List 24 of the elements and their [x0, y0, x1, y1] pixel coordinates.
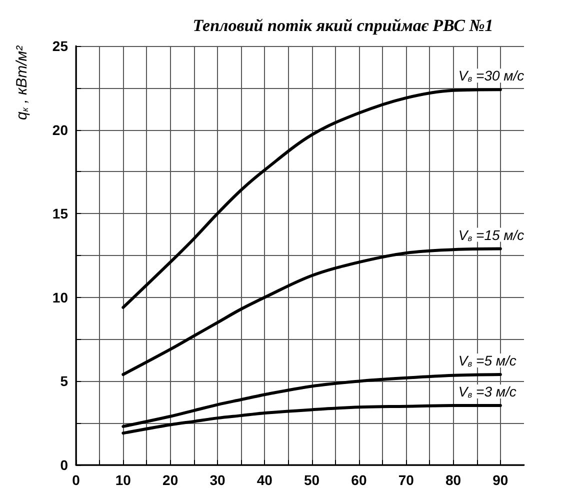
x-tick-label: 0: [72, 472, 80, 488]
x-tick-label: 10: [115, 472, 132, 488]
x-tick-label: 60: [351, 472, 367, 488]
y-tick-label: 10: [52, 289, 68, 306]
x-tick-label: 50: [304, 472, 320, 488]
x-tick-label: 70: [398, 472, 414, 488]
series-label: Vв =5 м/с: [458, 352, 516, 368]
x-tick-label: 40: [256, 472, 273, 488]
series-label: Vв =30 м/с: [458, 68, 524, 84]
y-axis-title: qк , кВт/м²: [14, 44, 30, 120]
series-label: Vв =15 м/с: [458, 226, 524, 243]
chart-title: Тепловий потік який сприймає РВС №1: [192, 16, 494, 35]
x-tick-label: 20: [162, 472, 178, 488]
y-tick-label: 15: [52, 206, 68, 222]
x-tick-label: 30: [210, 472, 226, 488]
y-tick-label: 20: [52, 122, 68, 138]
x-tick-label: 90: [492, 472, 508, 488]
line-series: [122, 404, 502, 435]
line-series: [122, 88, 502, 309]
series-label: Vв =3 м/с: [458, 384, 516, 400]
y-tick-label: 25: [52, 38, 68, 54]
x-tick-label: 80: [445, 472, 462, 488]
y-tick-label: 5: [60, 373, 68, 390]
y-tick-label: 0: [60, 457, 68, 473]
